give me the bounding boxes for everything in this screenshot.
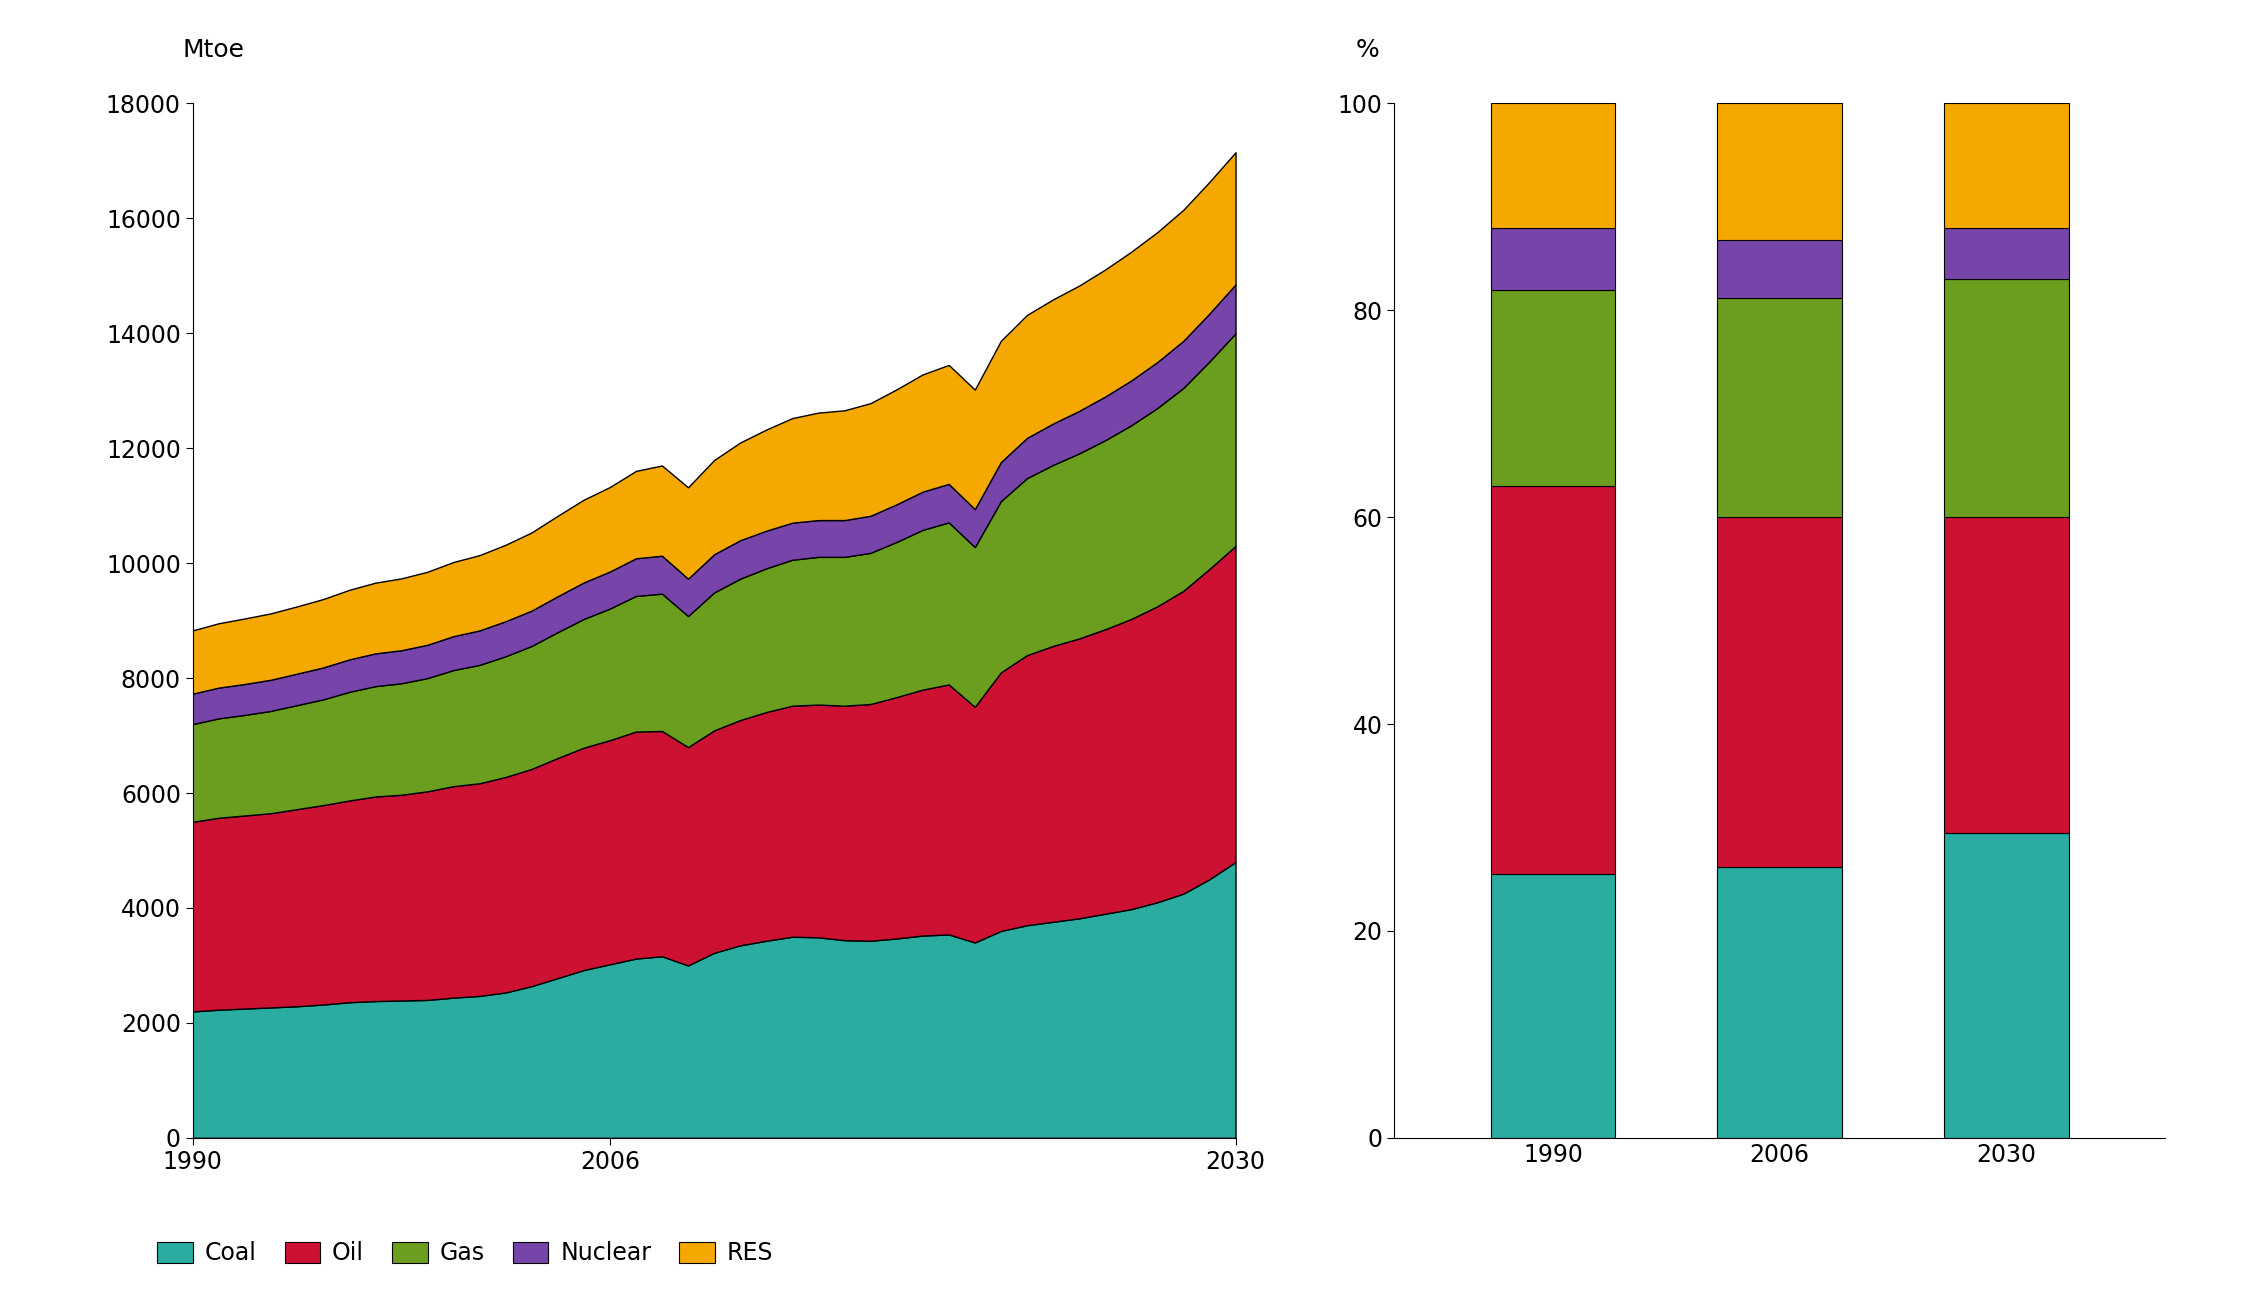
Bar: [1945, 103, 2070, 228]
Bar: [1492, 290, 1614, 486]
Bar: [1718, 297, 1841, 517]
Bar: [1945, 228, 2070, 279]
Bar: [1718, 866, 1841, 1138]
Text: Mtoe: Mtoe: [181, 37, 245, 62]
Bar: [1945, 833, 2070, 1138]
Bar: [1718, 240, 1841, 297]
Bar: [1492, 874, 1614, 1138]
Bar: [1492, 103, 1614, 228]
Bar: [1718, 103, 1841, 240]
Text: %: %: [1356, 37, 1378, 62]
Bar: [1492, 486, 1614, 874]
Bar: [1945, 517, 2070, 833]
Legend: Coal, Oil, Gas, Nuclear, RES: Coal, Oil, Gas, Nuclear, RES: [147, 1232, 782, 1275]
Bar: [1945, 279, 2070, 517]
Bar: [1492, 228, 1614, 290]
Bar: [1718, 517, 1841, 866]
